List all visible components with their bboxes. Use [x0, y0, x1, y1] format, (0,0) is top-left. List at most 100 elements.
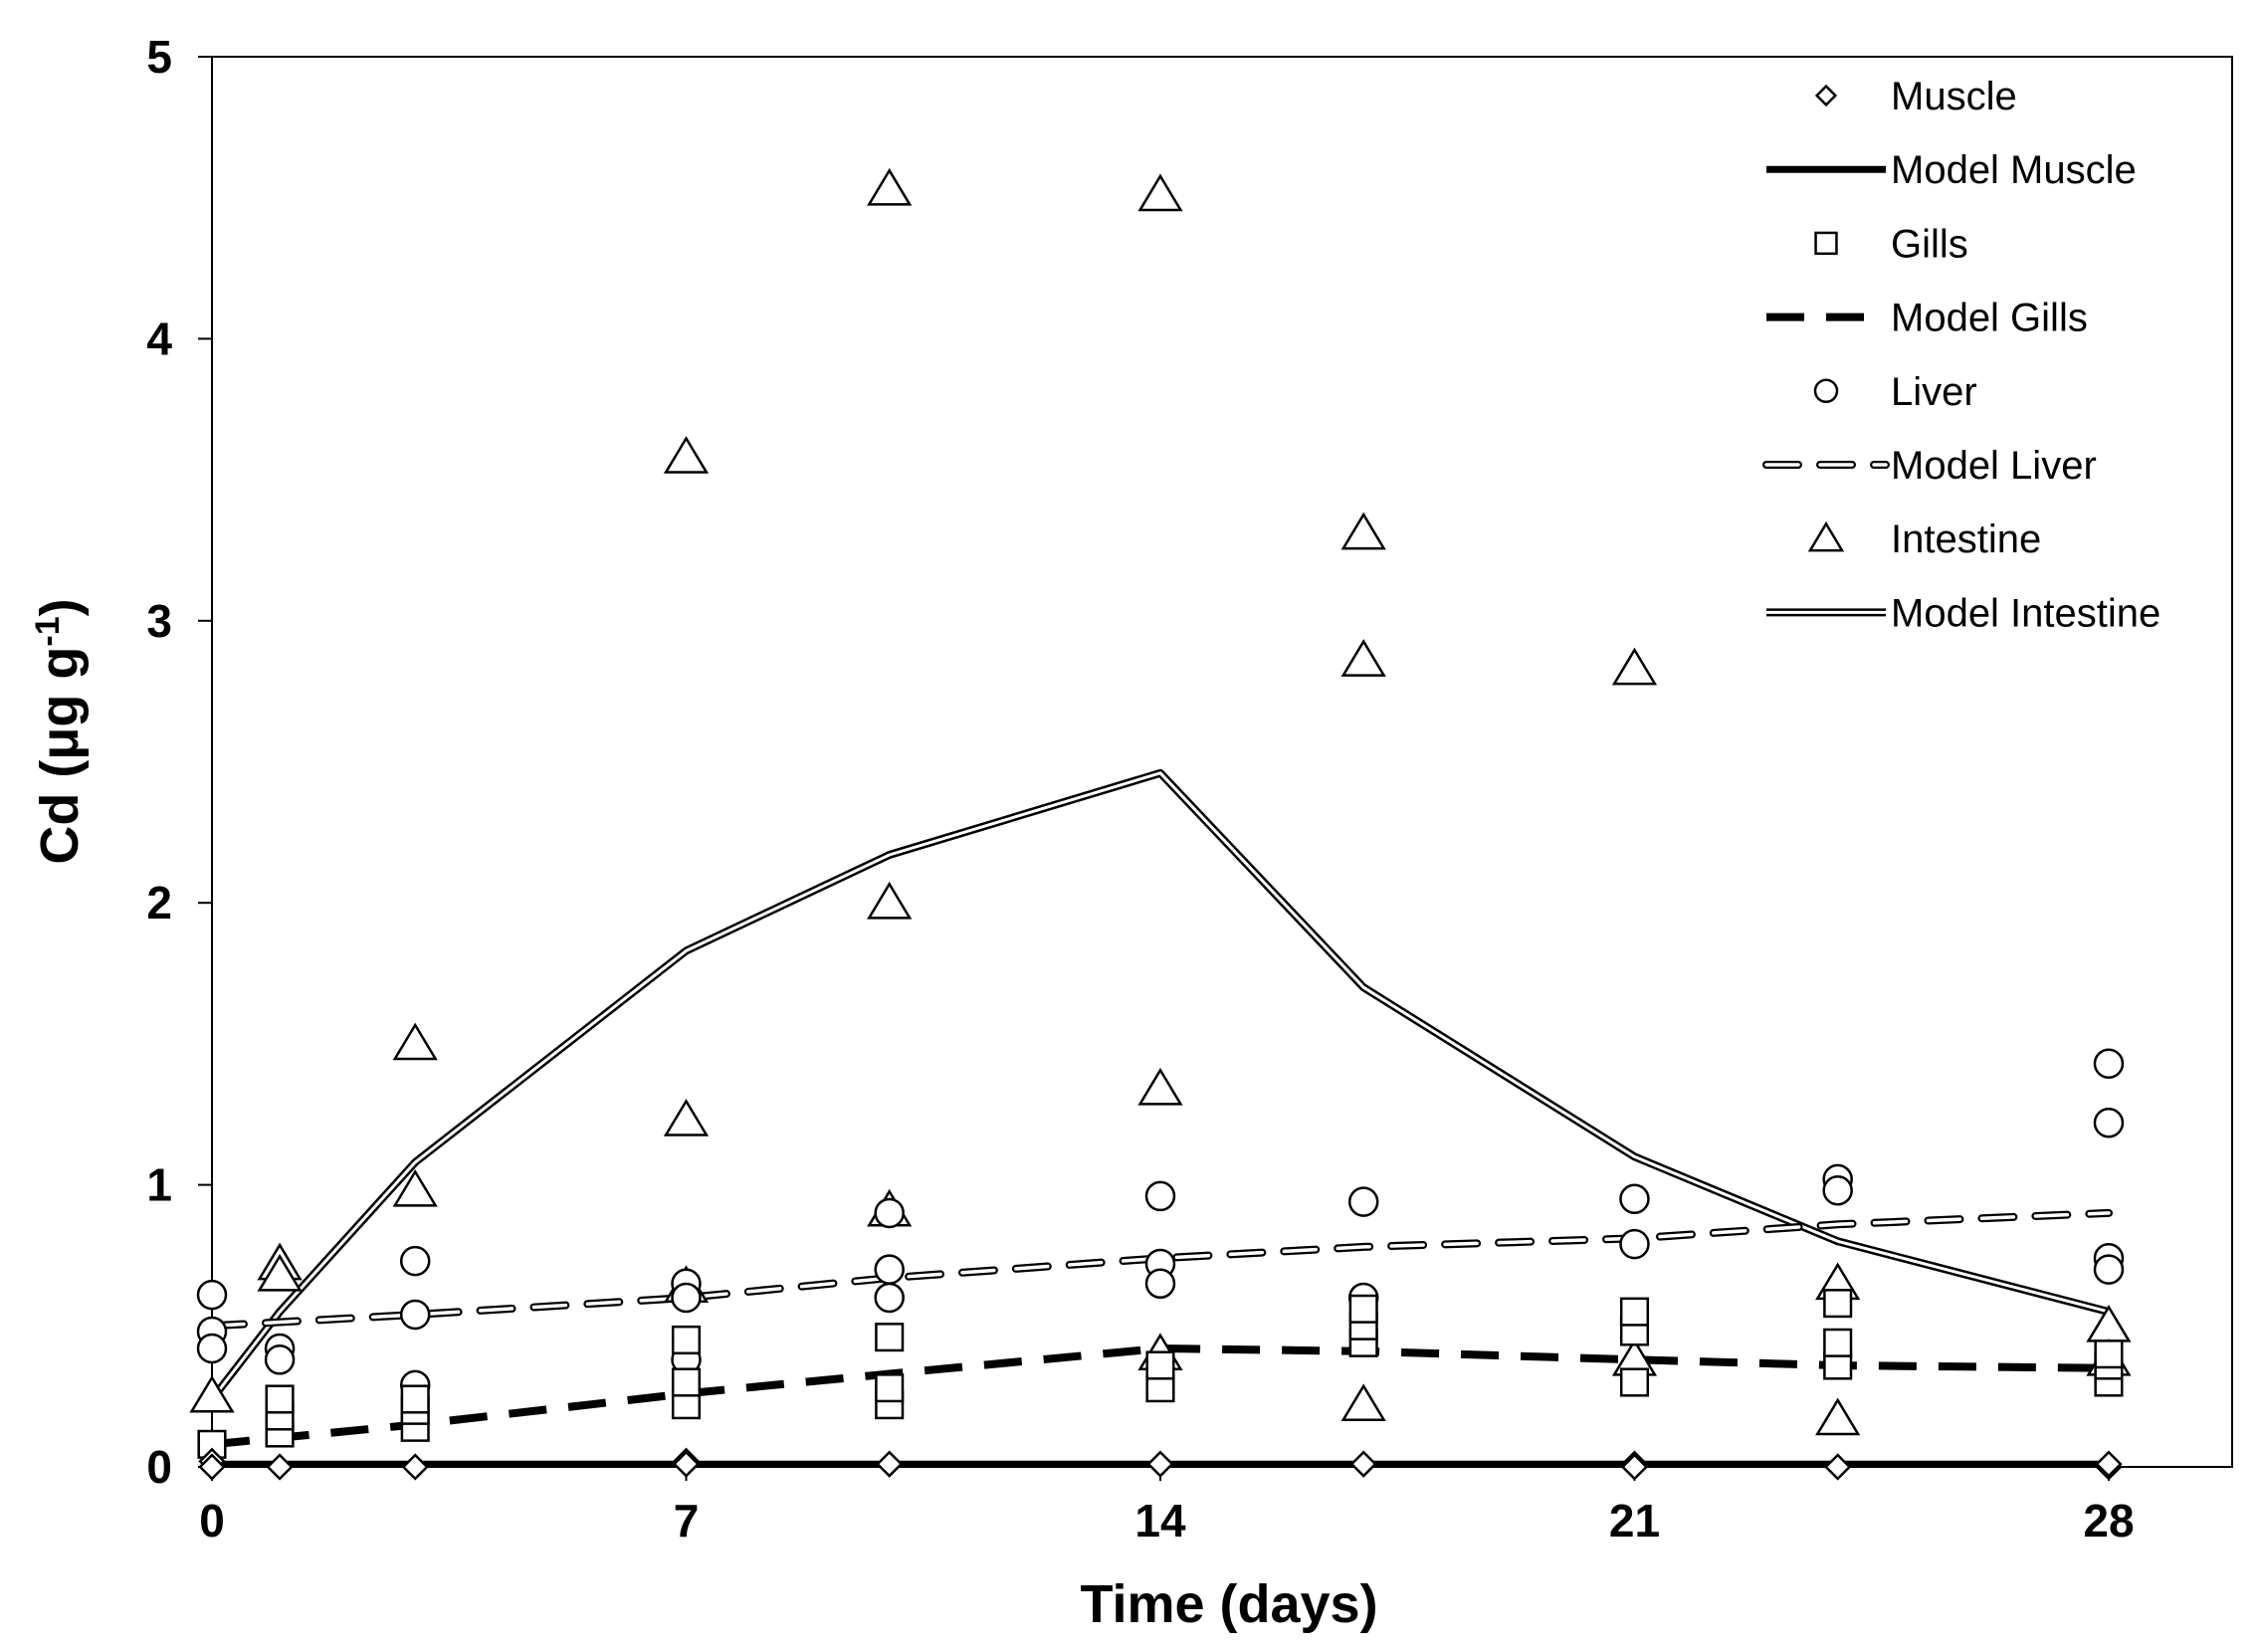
liver-point	[196, 1333, 228, 1364]
x-tick-label: 0	[199, 1495, 225, 1547]
gills-point	[1145, 1350, 1175, 1380]
intestine-point	[867, 881, 913, 920]
series-model-gills	[211, 1343, 2110, 1449]
series-liver	[196, 1048, 2125, 1401]
y-tick-label: 0	[146, 1441, 172, 1493]
muscle-point	[1620, 1453, 1649, 1481]
legend-label: Model Muscle	[1891, 148, 2137, 192]
y-tick-label: 5	[146, 31, 172, 83]
intestine-point	[1815, 1397, 1861, 1436]
liver-point	[399, 1245, 431, 1277]
intestine-point	[1340, 1383, 1386, 1422]
liver-point	[1347, 1186, 1379, 1217]
x-tick-label: 14	[1134, 1495, 1186, 1547]
gills-point	[1823, 1328, 1853, 1357]
muscle-point	[401, 1453, 429, 1481]
series-gills	[197, 1289, 2124, 1459]
gills-point	[1823, 1289, 1853, 1319]
liver-point	[1822, 1175, 1853, 1206]
legend-label: Model Gills	[1891, 297, 2088, 340]
muscle-point	[1349, 1450, 1377, 1478]
gills-point	[875, 1323, 905, 1352]
axes: 0 1 2 3 4 5 0 7 14 21 28	[146, 31, 2134, 1547]
intestine-point	[1340, 639, 1386, 677]
legend-marker-muscle	[1814, 84, 1838, 107]
muscle-point	[1824, 1453, 1852, 1481]
gills-point	[265, 1384, 295, 1414]
liver-point	[874, 1197, 905, 1229]
gills-point	[671, 1325, 702, 1355]
gills-point	[1619, 1367, 1650, 1397]
legend-label: Model Intestine	[1891, 591, 2160, 635]
muscle-point	[672, 1450, 701, 1478]
liver-point	[1619, 1183, 1650, 1215]
muscle-point	[198, 1453, 226, 1481]
x-axis-title: Time (days)	[1080, 1574, 1377, 1634]
legend-entry-model-muscle: Model Muscle	[1766, 148, 2137, 192]
y-axis-title: Cd (μg g-1)	[29, 598, 90, 864]
muscle-point	[2095, 1450, 2123, 1478]
legend-entry-muscle: Muscle	[1814, 75, 2017, 118]
series-muscle	[198, 1447, 2123, 1481]
plot-frame	[211, 56, 2233, 1468]
y-tick-label: 3	[146, 595, 172, 647]
muscle-point	[876, 1450, 904, 1478]
intestine-point	[1611, 647, 1658, 686]
gills-point	[400, 1384, 430, 1414]
observed-points	[189, 167, 2132, 1481]
intestine-point	[663, 1099, 710, 1136]
series-model-liver	[208, 1208, 2113, 1331]
legend-entry-model-intestine: Model Intestine	[1766, 591, 2160, 635]
liver-point	[1619, 1228, 1650, 1260]
legend-marker-intestine	[1807, 520, 1845, 552]
intestine-point	[257, 1253, 303, 1292]
liver-point	[874, 1254, 905, 1285]
intestine-point	[1137, 1067, 1183, 1106]
line-model-intestine-inner	[210, 771, 2110, 1400]
legend-marker-liver	[1813, 378, 1839, 404]
intestine-point	[1340, 512, 1386, 550]
liver-point	[2093, 1108, 2125, 1138]
legend-entry-model-liver: Model Liver	[1762, 444, 2097, 488]
gills-point	[2094, 1340, 2124, 1369]
y-axis-title-superscript: -1	[29, 616, 67, 646]
muscle-point	[266, 1453, 294, 1481]
liver-point	[264, 1344, 296, 1375]
legend-label: Intestine	[1891, 517, 2041, 561]
liver-point	[2093, 1048, 2125, 1079]
series-model-intestine	[208, 768, 2111, 1402]
liver-point	[671, 1282, 702, 1314]
y-axis-title-main: Cd (μg g	[30, 647, 90, 865]
intestine-point	[392, 1022, 438, 1061]
line-model-liver-inner	[210, 1211, 2111, 1329]
x-tick-label: 7	[674, 1495, 700, 1547]
intestine-point	[392, 1168, 438, 1207]
legend-entry-model-gills: Model Gills	[1766, 297, 2088, 340]
model-lines	[208, 768, 2113, 1468]
gills-point	[1619, 1297, 1650, 1327]
legend-label: Model Liver	[1891, 444, 2097, 488]
y-axis-title-close: )	[30, 598, 90, 616]
y-tick-label: 4	[146, 312, 172, 364]
legend-entry-intestine: Intestine	[1807, 517, 2041, 561]
gills-point	[875, 1373, 905, 1403]
legend-entry-gills: Gills	[1814, 222, 1968, 266]
intestine-point	[1137, 173, 1183, 212]
x-tick-label: 28	[2083, 1495, 2134, 1547]
legend-label: Muscle	[1891, 75, 2017, 118]
muscle-point	[1146, 1450, 1174, 1478]
liver-point	[2093, 1254, 2125, 1285]
y-tick-label: 1	[146, 1159, 172, 1211]
intestine-point	[867, 167, 913, 206]
gills-point	[671, 1367, 702, 1397]
line-model-gills	[211, 1343, 2110, 1449]
liver-point	[874, 1282, 905, 1314]
intestine-point	[663, 436, 710, 474]
liver-point	[196, 1279, 228, 1311]
legend: Muscle Model Muscle Gills Model Gills Liver M…	[1762, 75, 2160, 635]
liver-point	[1144, 1268, 1176, 1300]
legend-entry-liver: Liver	[1813, 370, 1977, 414]
gills-point	[1348, 1294, 1378, 1324]
x-tick-label: 21	[1609, 1495, 1660, 1547]
